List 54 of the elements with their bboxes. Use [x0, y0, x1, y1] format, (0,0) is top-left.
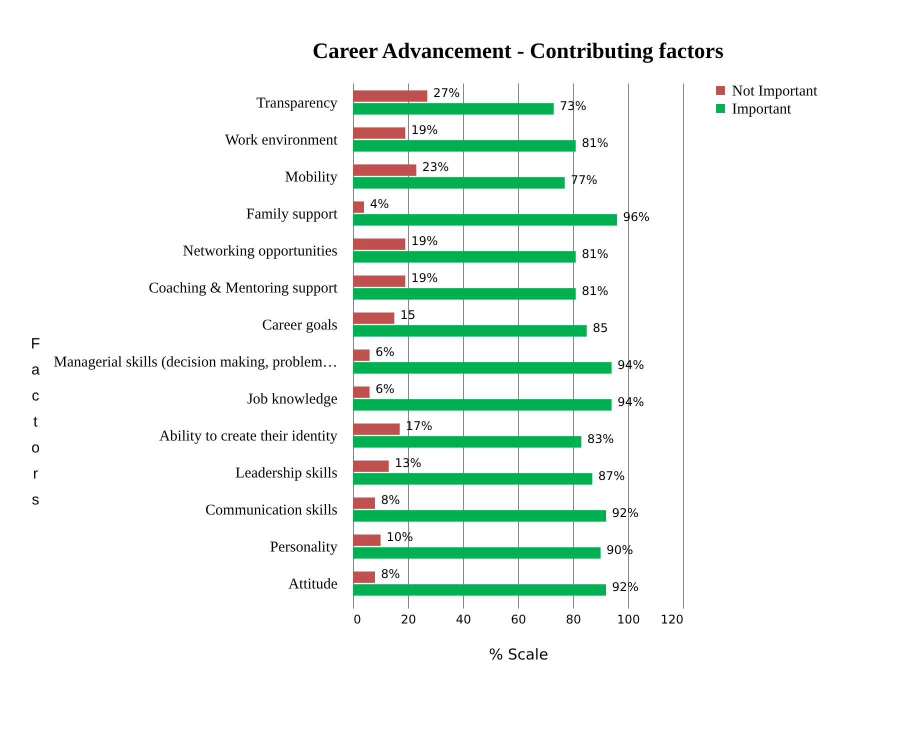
data-label: 8% [381, 567, 400, 582]
y-tick-label: Attitude [288, 576, 338, 593]
y-tick-label: Networking opportunities [182, 243, 338, 260]
data-label: 83% [587, 432, 614, 446]
data-label: 94% [618, 394, 644, 409]
y-tick-label: Work environment [224, 132, 338, 148]
data-label: 19% [411, 234, 438, 248]
data-label: 81% [582, 246, 608, 261]
x-tick-label: 120 [660, 612, 684, 626]
x-tick-label: 20 [400, 612, 416, 626]
x-tick-label: 60 [510, 612, 526, 626]
data-label: 96% [623, 210, 650, 224]
data-label: 27% [433, 86, 460, 100]
y-tick-label: Ability to create their identity [159, 428, 338, 445]
data-label: 85 [592, 320, 608, 335]
x-tick-label: 40 [456, 612, 472, 626]
data-label: 81% [582, 284, 608, 298]
data-label: 10% [386, 530, 414, 544]
y-tick-label: Job knowledge [247, 392, 338, 408]
y-tick-label: Family support [246, 206, 338, 222]
x-tick-label: 80 [566, 612, 582, 626]
data-label: 19% [411, 271, 438, 286]
y-tick-label: Mobility [284, 169, 338, 186]
data-label: 4% [370, 197, 390, 212]
data-label: 23% [422, 160, 449, 174]
y-tick-label: Managerial skills (decision making, problem… [54, 354, 338, 371]
y-tick-label: Transparency [256, 95, 338, 112]
chart-title: Career Advancement - Contributing factors [312, 38, 724, 63]
y-tick-label: Coaching & Mentoring support [148, 280, 338, 296]
y-tick-label: Leadership skills [235, 466, 338, 482]
data-label: 8% [381, 493, 400, 508]
data-label: 90% [606, 542, 634, 557]
legend-label: Important [732, 102, 792, 118]
data-label: 77% [570, 172, 598, 187]
data-label: 92% [612, 580, 639, 594]
data-label: 15 [400, 308, 416, 322]
x-tick-label: 100 [617, 612, 640, 626]
data-label: 13% [394, 456, 422, 470]
y-tick-label: Communication skills [205, 502, 338, 519]
x-tick-label: 0 [354, 612, 362, 626]
y-axis-title: Factors [30, 336, 40, 508]
data-label: 17% [406, 419, 432, 434]
data-label: 6% [376, 382, 395, 396]
y-tick-label: Career goals [262, 317, 338, 334]
data-label: 6% [376, 345, 395, 360]
x-axis-title: % Scale [488, 646, 548, 664]
data-label: 94% [618, 358, 644, 372]
data-label: 81% [582, 136, 608, 150]
legend-label: Not Important [732, 84, 818, 100]
data-label: 87% [598, 468, 625, 483]
y-tick-label: Personality [270, 540, 338, 556]
data-label: 92% [612, 506, 639, 520]
data-label: 19% [411, 123, 438, 138]
data-label: 73% [560, 98, 586, 113]
